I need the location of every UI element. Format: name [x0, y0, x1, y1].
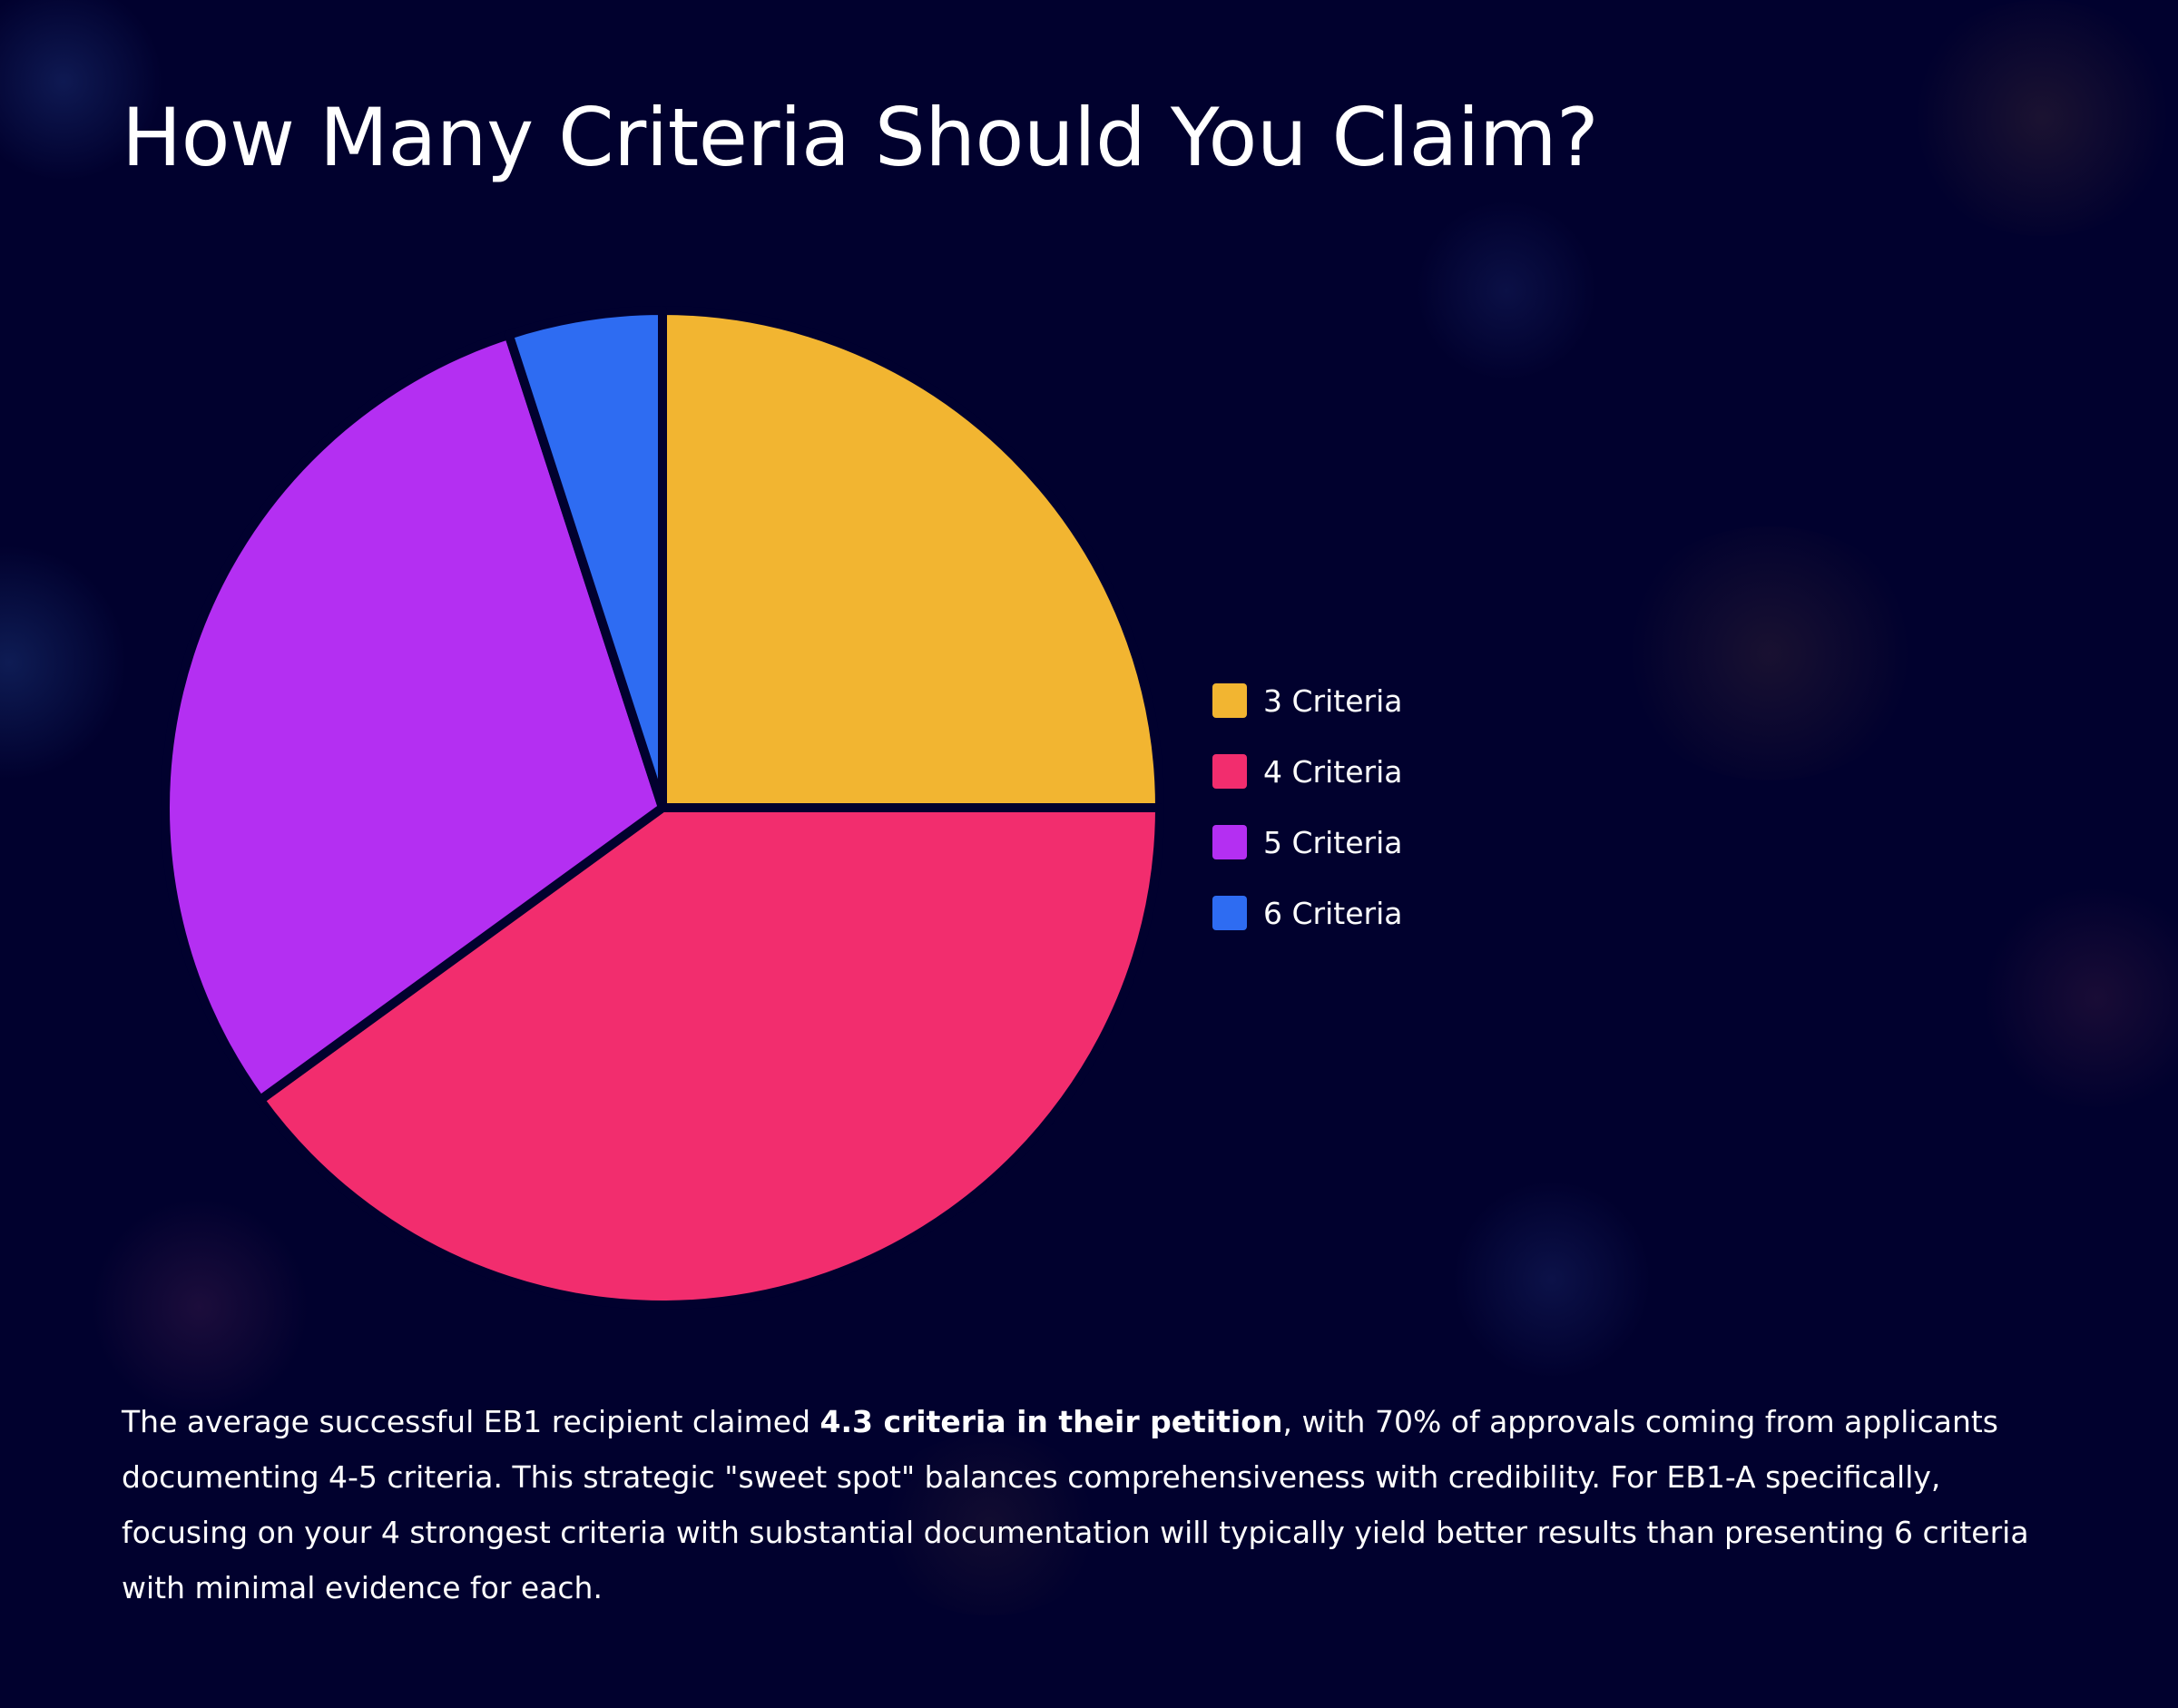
background-glow	[0, 545, 127, 780]
background-glow	[1978, 889, 2178, 1107]
legend-item-5-criteria[interactable]: 5 Criteria	[1212, 824, 1402, 860]
description-text: The average successful EB1 recipient cla…	[122, 1404, 820, 1439]
legend-item-6-criteria[interactable]: 6 Criteria	[1212, 895, 1402, 931]
legend-swatch	[1212, 825, 1247, 859]
background-glow	[1416, 200, 1597, 381]
legend-label: 5 Criteria	[1263, 824, 1403, 860]
description-text: , with 70% of approvals coming from appl…	[122, 1404, 2029, 1605]
pie-chart	[161, 306, 1164, 1310]
chart-description: The average successful EB1 recipient cla…	[122, 1394, 2055, 1615]
legend-label: 3 Criteria	[1263, 682, 1403, 719]
pie-slices	[161, 306, 1164, 1310]
pie-slice-4-criteria[interactable]	[255, 803, 1164, 1310]
legend-label: 6 Criteria	[1263, 895, 1403, 931]
legend-item-3-criteria[interactable]: 3 Criteria	[1212, 682, 1402, 719]
background-glow	[1615, 526, 1924, 780]
pie-slice-5-criteria[interactable]	[161, 329, 667, 1105]
background-glow	[1906, 0, 2178, 236]
legend-swatch	[1212, 683, 1247, 718]
pie-slice-3-criteria[interactable]	[658, 306, 1164, 812]
description-highlight: 4.3 criteria in their petition	[819, 1404, 1283, 1439]
legend-item-4-criteria[interactable]: 4 Criteria	[1212, 753, 1402, 790]
legend-swatch	[1212, 754, 1247, 789]
legend-swatch	[1212, 896, 1247, 930]
background-glow	[1452, 1180, 1652, 1379]
chart-legend: 3 Criteria 4 Criteria 5 Criteria 6 Crite…	[1212, 682, 1402, 966]
pie-slice-6-criteria[interactable]	[504, 306, 667, 812]
legend-label: 4 Criteria	[1263, 753, 1403, 790]
chart-title: How Many Criteria Should You Claim?	[122, 91, 1599, 184]
